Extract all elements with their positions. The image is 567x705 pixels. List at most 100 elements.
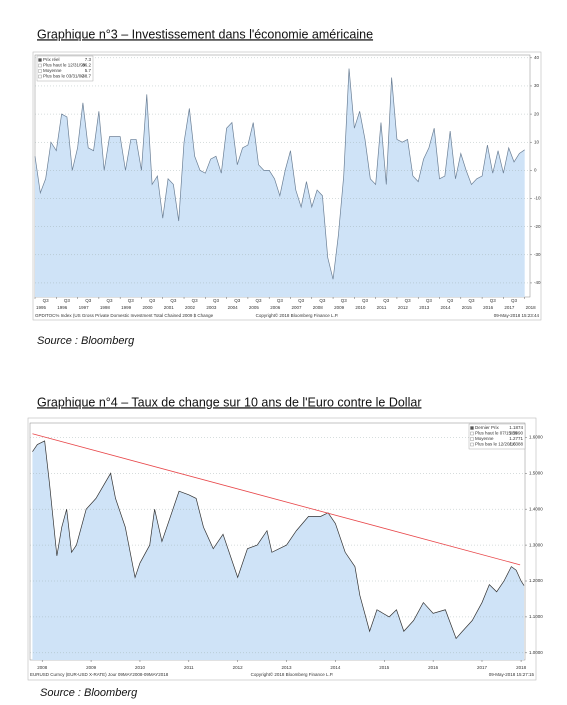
legend-value: 1.2771 bbox=[509, 436, 523, 441]
legend-swatch bbox=[470, 442, 474, 447]
y-tick-label: 10 bbox=[534, 139, 540, 144]
x-tick-label: 2017 bbox=[504, 305, 515, 310]
x-tick-label: 2015 bbox=[462, 305, 473, 310]
chart-title: Graphique n°4 – Taux de change sur 10 an… bbox=[37, 395, 421, 409]
x-tick-label: 2013 bbox=[419, 305, 430, 310]
x-tick-label: 1998 bbox=[100, 305, 111, 310]
x-tick-label: 2014 bbox=[330, 665, 341, 670]
line bbox=[32, 440, 525, 640]
x-tick-label: 1999 bbox=[121, 305, 132, 310]
y-tick-label: 1.2000 bbox=[529, 578, 543, 583]
area bbox=[32, 440, 525, 660]
x-tick-label: 2001 bbox=[164, 305, 175, 310]
area bbox=[35, 68, 525, 297]
legend-box bbox=[468, 423, 526, 450]
y-tick-label: 1.3000 bbox=[529, 542, 543, 547]
quarter-label: Q3 bbox=[319, 298, 326, 303]
x-tick-label: 2013 bbox=[282, 665, 293, 670]
legend-label: Plus haut le 12/31/99 bbox=[43, 63, 86, 68]
source: Source : Bloomberg bbox=[40, 687, 138, 699]
quarter-label: Q3 bbox=[170, 298, 177, 303]
footnote: EURUSD Curncy (EUR-USD X-RATE) Jour 09MA… bbox=[30, 672, 169, 677]
x-tick-label: 2011 bbox=[377, 305, 387, 310]
quarter-label: Q3 bbox=[298, 298, 305, 303]
quarter-label: Q3 bbox=[149, 298, 156, 303]
y-tick-label: -10 bbox=[534, 196, 541, 201]
x-tick-label: 2000 bbox=[142, 305, 153, 310]
quarter-label: Q3 bbox=[447, 298, 454, 303]
x-tick-label: 2007 bbox=[291, 305, 302, 310]
quarter-label: Q3 bbox=[277, 298, 284, 303]
x-tick-label: 2012 bbox=[233, 665, 244, 670]
legend-swatch bbox=[38, 74, 42, 79]
legend-label: Prix réel bbox=[43, 57, 60, 62]
x-tick-label: 2003 bbox=[206, 305, 217, 310]
legend-swatch bbox=[38, 63, 42, 68]
y-tick-label: 1.1000 bbox=[529, 614, 543, 619]
quarter-label: Q3 bbox=[234, 298, 241, 303]
quarter-label: Q3 bbox=[85, 298, 92, 303]
footnote: Copyright© 2018 Bloomberg Finance L.P. bbox=[251, 671, 334, 677]
x-tick-label: 2014 bbox=[441, 305, 452, 310]
x-tick-label: 2017 bbox=[477, 665, 488, 670]
legend-label: Plus bas le 03/31/09 bbox=[43, 74, 84, 79]
chart-title: Graphique n°3 – Investissement dans l'éc… bbox=[37, 27, 373, 41]
y-tick-label: 1.5000 bbox=[529, 470, 543, 475]
quarter-label: Q3 bbox=[468, 298, 475, 303]
x-tick-label: 2018 bbox=[526, 305, 537, 310]
legend-swatch bbox=[470, 426, 474, 430]
x-tick-label: 2004 bbox=[228, 305, 239, 310]
quarter-label: Q3 bbox=[107, 298, 114, 303]
trendline bbox=[32, 433, 521, 566]
quarter-label: Q3 bbox=[43, 298, 50, 303]
y-tick-label: -20 bbox=[534, 224, 541, 229]
legend-value: 1.1874 bbox=[509, 425, 523, 430]
legend-swatch bbox=[470, 437, 474, 441]
y-tick-label: 30 bbox=[534, 83, 540, 88]
quarter-label: Q3 bbox=[213, 298, 220, 303]
line bbox=[34, 68, 525, 280]
quarter-label: Q3 bbox=[490, 298, 497, 303]
y-tick-label: 40 bbox=[534, 55, 540, 60]
legend-label: Plus haut le 07/15/08 bbox=[475, 431, 518, 436]
x-tick-label: 2012 bbox=[398, 305, 409, 310]
x-tick-label: 2008 bbox=[37, 665, 48, 670]
x-tick-label: 2016 bbox=[483, 305, 494, 310]
x-tick-label: 2010 bbox=[135, 665, 146, 670]
y-tick-label: 1.4000 bbox=[529, 506, 543, 511]
legend-label: Moyenne bbox=[475, 436, 494, 441]
legend-value: 5.7 bbox=[85, 68, 92, 73]
quarter-label: Q3 bbox=[64, 298, 71, 303]
legend-label: Plus bas le 12/20/16 bbox=[475, 442, 516, 447]
y-tick-label: 0 bbox=[534, 168, 537, 173]
x-tick-label: 2015 bbox=[379, 665, 390, 670]
quarter-label: Q3 bbox=[256, 298, 263, 303]
y-tick-label: -40 bbox=[534, 280, 541, 285]
legend-swatch bbox=[470, 431, 474, 436]
y-tick-label: 1.6000 bbox=[529, 435, 543, 440]
x-tick-label: 2018 bbox=[516, 665, 527, 670]
x-tick-label: 1997 bbox=[79, 305, 90, 310]
legend-label: Dernier Prix bbox=[475, 425, 500, 430]
x-tick-label: 1995 bbox=[36, 305, 47, 310]
quarter-label: Q3 bbox=[426, 298, 433, 303]
x-tick-label: 2002 bbox=[185, 305, 196, 310]
quarter-label: Q3 bbox=[511, 298, 518, 303]
source: Source : Bloomberg bbox=[37, 335, 135, 347]
x-tick-label: 2010 bbox=[355, 305, 366, 310]
legend-value: 36.2 bbox=[82, 63, 91, 68]
x-tick-label: 2011 bbox=[184, 665, 194, 670]
y-tick-label: -30 bbox=[534, 252, 541, 257]
legend-value: 1.5990 bbox=[509, 431, 523, 436]
quarter-label: Q3 bbox=[405, 298, 412, 303]
footnote: GPDITOC% Index (US Gross Private Domesti… bbox=[35, 313, 214, 318]
legend-swatch bbox=[38, 69, 42, 73]
x-tick-label: 2009 bbox=[334, 305, 345, 310]
x-tick-label: 2006 bbox=[270, 305, 281, 310]
quarter-label: Q3 bbox=[383, 298, 390, 303]
legend-label: Moyenne bbox=[43, 68, 62, 73]
legend-box bbox=[36, 55, 94, 82]
x-tick-label: 2005 bbox=[249, 305, 260, 310]
